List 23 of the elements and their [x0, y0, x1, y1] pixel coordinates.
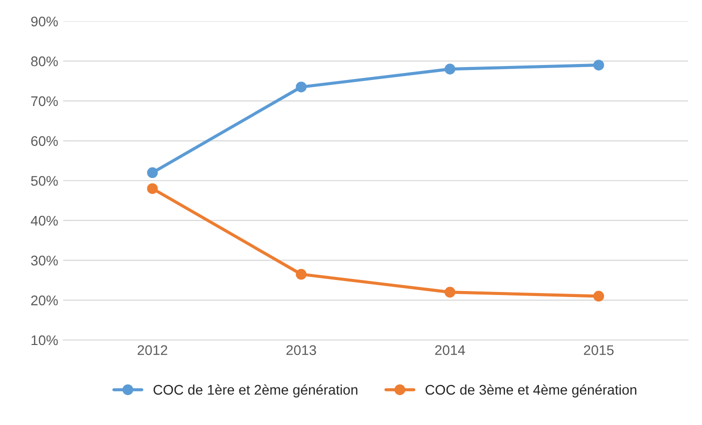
y-tick-label: 60% [31, 136, 58, 146]
x-tick-label: 2015 [584, 345, 614, 356]
point [296, 82, 307, 92]
point [593, 290, 604, 302]
y-tick-label: 80% [31, 56, 58, 66]
legend-label: COC de 3ème et 4ème génération [426, 384, 636, 398]
x-tick-label: 2012 [138, 345, 168, 356]
legend-label: COC de 1ère et 2ème génération [154, 384, 358, 398]
point [444, 64, 456, 74]
y-tick-label: 10% [32, 335, 58, 346]
y-tick-label: 20% [31, 295, 58, 306]
y-tick-label: 90% [31, 16, 58, 26]
y-tick-label: 30% [31, 256, 58, 266]
point [296, 268, 307, 280]
point [593, 60, 604, 70]
y-tick-label: 40% [30, 216, 58, 226]
point [147, 167, 158, 178]
y-tick-label: 70% [31, 96, 58, 106]
point [147, 183, 158, 194]
x-tick-label: 2013 [286, 345, 316, 356]
y-tick-label: 50% [31, 176, 58, 186]
x-tick-label: 2014 [435, 345, 465, 356]
point [444, 286, 456, 298]
